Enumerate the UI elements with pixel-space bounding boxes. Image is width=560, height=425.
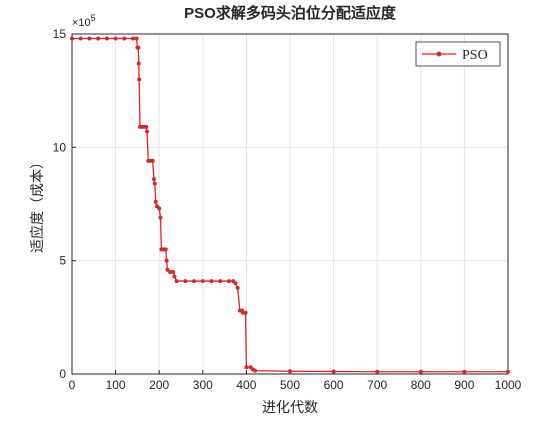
x-tick-label: 500 <box>280 378 300 392</box>
data-point <box>288 369 292 374</box>
x-tick-label: 1000 <box>495 378 522 392</box>
x-tick-label: 200 <box>149 378 169 392</box>
data-point <box>164 258 169 263</box>
legend-label: PSO <box>462 48 488 63</box>
y-axis-label: 适应度（成本） <box>29 155 46 253</box>
x-tick-label: 800 <box>411 378 431 392</box>
data-point <box>168 270 173 274</box>
x-tick-label: 900 <box>454 378 474 392</box>
data-point <box>136 45 141 50</box>
x-tick-label: 0 <box>69 378 76 392</box>
data-point <box>253 368 258 373</box>
data-point <box>226 279 231 284</box>
x-axis-label: 进化代数 <box>262 400 318 416</box>
multiplier-exponent: 5 <box>91 13 96 23</box>
data-point <box>192 279 197 284</box>
data-point <box>113 36 118 41</box>
x-tick-label: 400 <box>236 378 256 392</box>
data-point <box>70 36 74 41</box>
data-point <box>151 177 156 182</box>
data-point <box>506 369 510 374</box>
data-point <box>144 124 149 129</box>
y-tick-label: 5 <box>59 254 66 268</box>
legend: PSO <box>415 41 501 67</box>
data-point <box>172 274 177 279</box>
y-multiplier: ×105 <box>72 13 96 29</box>
data-point <box>233 281 238 286</box>
data-point <box>163 247 168 252</box>
data-point <box>165 267 170 272</box>
data-point <box>131 36 136 41</box>
data-point <box>244 365 249 370</box>
data-point <box>144 129 149 134</box>
data-point <box>153 199 158 204</box>
data-point <box>137 77 142 82</box>
data-point <box>183 279 188 284</box>
data-point <box>218 279 223 284</box>
data-point <box>104 36 109 41</box>
data-point <box>96 36 101 41</box>
x-tick-label: 700 <box>367 378 387 392</box>
multiplier-base: ×10 <box>72 17 91 29</box>
data-point <box>209 279 214 284</box>
data-point <box>375 369 380 374</box>
data-point <box>174 279 179 284</box>
data-point <box>158 215 163 220</box>
data-point <box>150 158 155 163</box>
data-point <box>235 285 240 290</box>
data-point <box>200 279 205 284</box>
data-point <box>157 206 162 211</box>
data-point <box>134 36 139 41</box>
y-tick-label: 10 <box>53 140 67 154</box>
data-point <box>136 61 141 66</box>
chart-title: PSO求解多码头泊位分配适应度 <box>184 4 397 22</box>
data-point <box>171 270 176 274</box>
data-point <box>78 36 83 41</box>
data-point <box>122 36 127 41</box>
data-point <box>331 369 336 374</box>
data-point <box>243 310 248 315</box>
data-point <box>152 181 157 186</box>
legend-marker <box>436 51 442 57</box>
x-tick-label: 300 <box>193 378 213 392</box>
x-tick-label: 600 <box>324 378 344 392</box>
data-point <box>418 369 423 374</box>
data-point <box>87 36 92 41</box>
x-tick-label: 100 <box>106 378 126 392</box>
y-tick-label: 0 <box>59 367 66 381</box>
axes-box <box>71 33 509 375</box>
data-point <box>462 369 467 374</box>
y-tick-label: 15 <box>53 27 67 41</box>
